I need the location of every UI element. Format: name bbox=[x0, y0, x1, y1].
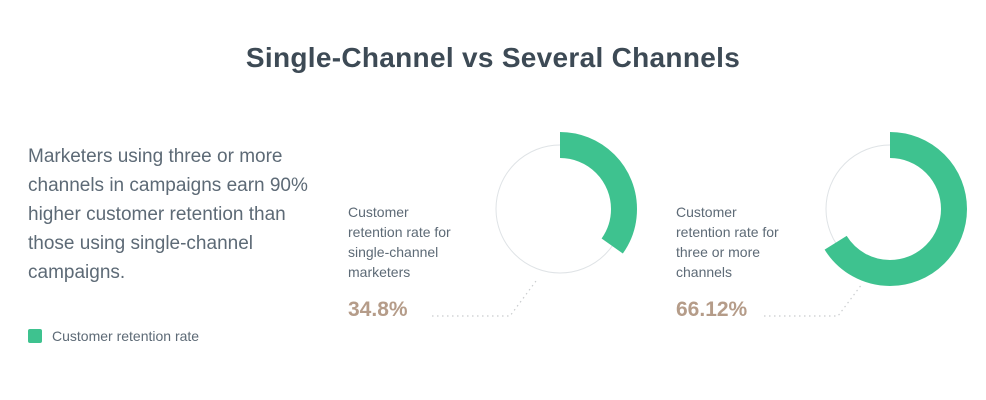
donut-chart-single-channel: Customer retention rate for single-chann… bbox=[348, 125, 658, 340]
donut-chart-multi-channel: Customer retention rate for three or mor… bbox=[676, 125, 986, 340]
chart-value: 34.8% bbox=[348, 298, 408, 321]
legend-swatch-icon bbox=[28, 329, 42, 343]
chart-label: Customer retention rate for single-chann… bbox=[348, 204, 451, 280]
chart-value: 66.12% bbox=[676, 298, 748, 321]
legend-label: Customer retention rate bbox=[52, 328, 200, 344]
page-title: Single-Channel vs Several Channels bbox=[245, 42, 741, 73]
intro-text: Marketers using three or more channels i… bbox=[28, 146, 308, 283]
donut-ring-icon bbox=[483, 132, 637, 286]
chart-label: Customer retention rate for three or mor… bbox=[676, 204, 779, 280]
donut-ring-icon bbox=[813, 132, 967, 286]
legend: Customer retention rate bbox=[28, 328, 199, 344]
